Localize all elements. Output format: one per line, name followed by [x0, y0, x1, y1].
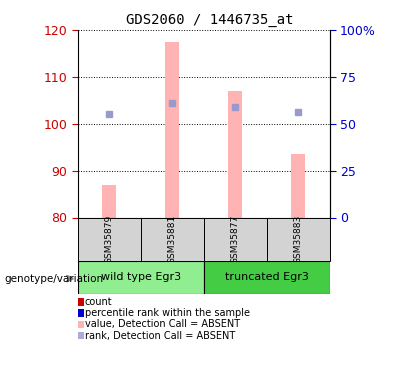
Text: GSM35877: GSM35877	[231, 214, 240, 264]
Bar	[228, 91, 242, 218]
Bar	[204, 261, 330, 294]
Text: truncated Egr3: truncated Egr3	[225, 273, 309, 282]
Bar	[165, 42, 179, 218]
Text: GSM35881: GSM35881	[168, 214, 177, 264]
Bar	[78, 217, 141, 261]
Text: GDS2060 / 1446735_at: GDS2060 / 1446735_at	[126, 13, 294, 27]
Text: wild type Egr3: wild type Egr3	[101, 273, 181, 282]
Bar	[204, 217, 267, 261]
Bar	[267, 217, 330, 261]
Text: rank, Detection Call = ABSENT: rank, Detection Call = ABSENT	[85, 331, 235, 340]
Text: GSM35883: GSM35883	[294, 214, 303, 264]
Bar	[141, 217, 204, 261]
Text: genotype/variation: genotype/variation	[4, 274, 103, 284]
Bar	[78, 261, 204, 294]
Bar	[291, 154, 305, 218]
Text: percentile rank within the sample: percentile rank within the sample	[85, 308, 250, 318]
Bar	[102, 185, 116, 218]
Text: count: count	[85, 297, 113, 307]
Text: value, Detection Call = ABSENT: value, Detection Call = ABSENT	[85, 320, 240, 329]
Text: GSM35879: GSM35879	[105, 214, 114, 264]
